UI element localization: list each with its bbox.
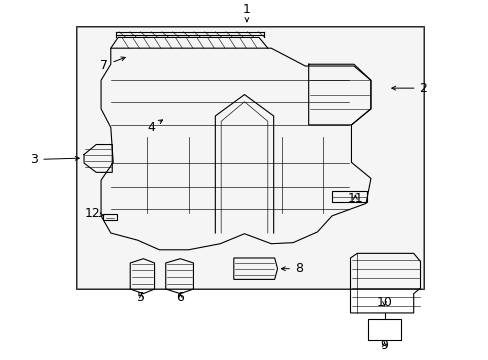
Text: 11: 11 [347, 192, 363, 205]
Bar [368, 319, 400, 340]
Text: 8: 8 [281, 262, 303, 275]
Bar [331, 191, 366, 202]
Text: 7: 7 [100, 57, 125, 72]
Text: 1: 1 [243, 3, 250, 22]
Text: 12: 12 [85, 207, 103, 220]
Bar [77, 27, 424, 289]
Text: 2: 2 [391, 82, 427, 95]
Bar [77, 27, 424, 289]
Text: 6: 6 [176, 291, 184, 304]
Text: 9: 9 [380, 338, 387, 352]
Text: 10: 10 [376, 296, 392, 309]
Text: 3: 3 [30, 153, 79, 166]
Text: 5: 5 [137, 291, 145, 304]
Text: 4: 4 [147, 120, 162, 134]
